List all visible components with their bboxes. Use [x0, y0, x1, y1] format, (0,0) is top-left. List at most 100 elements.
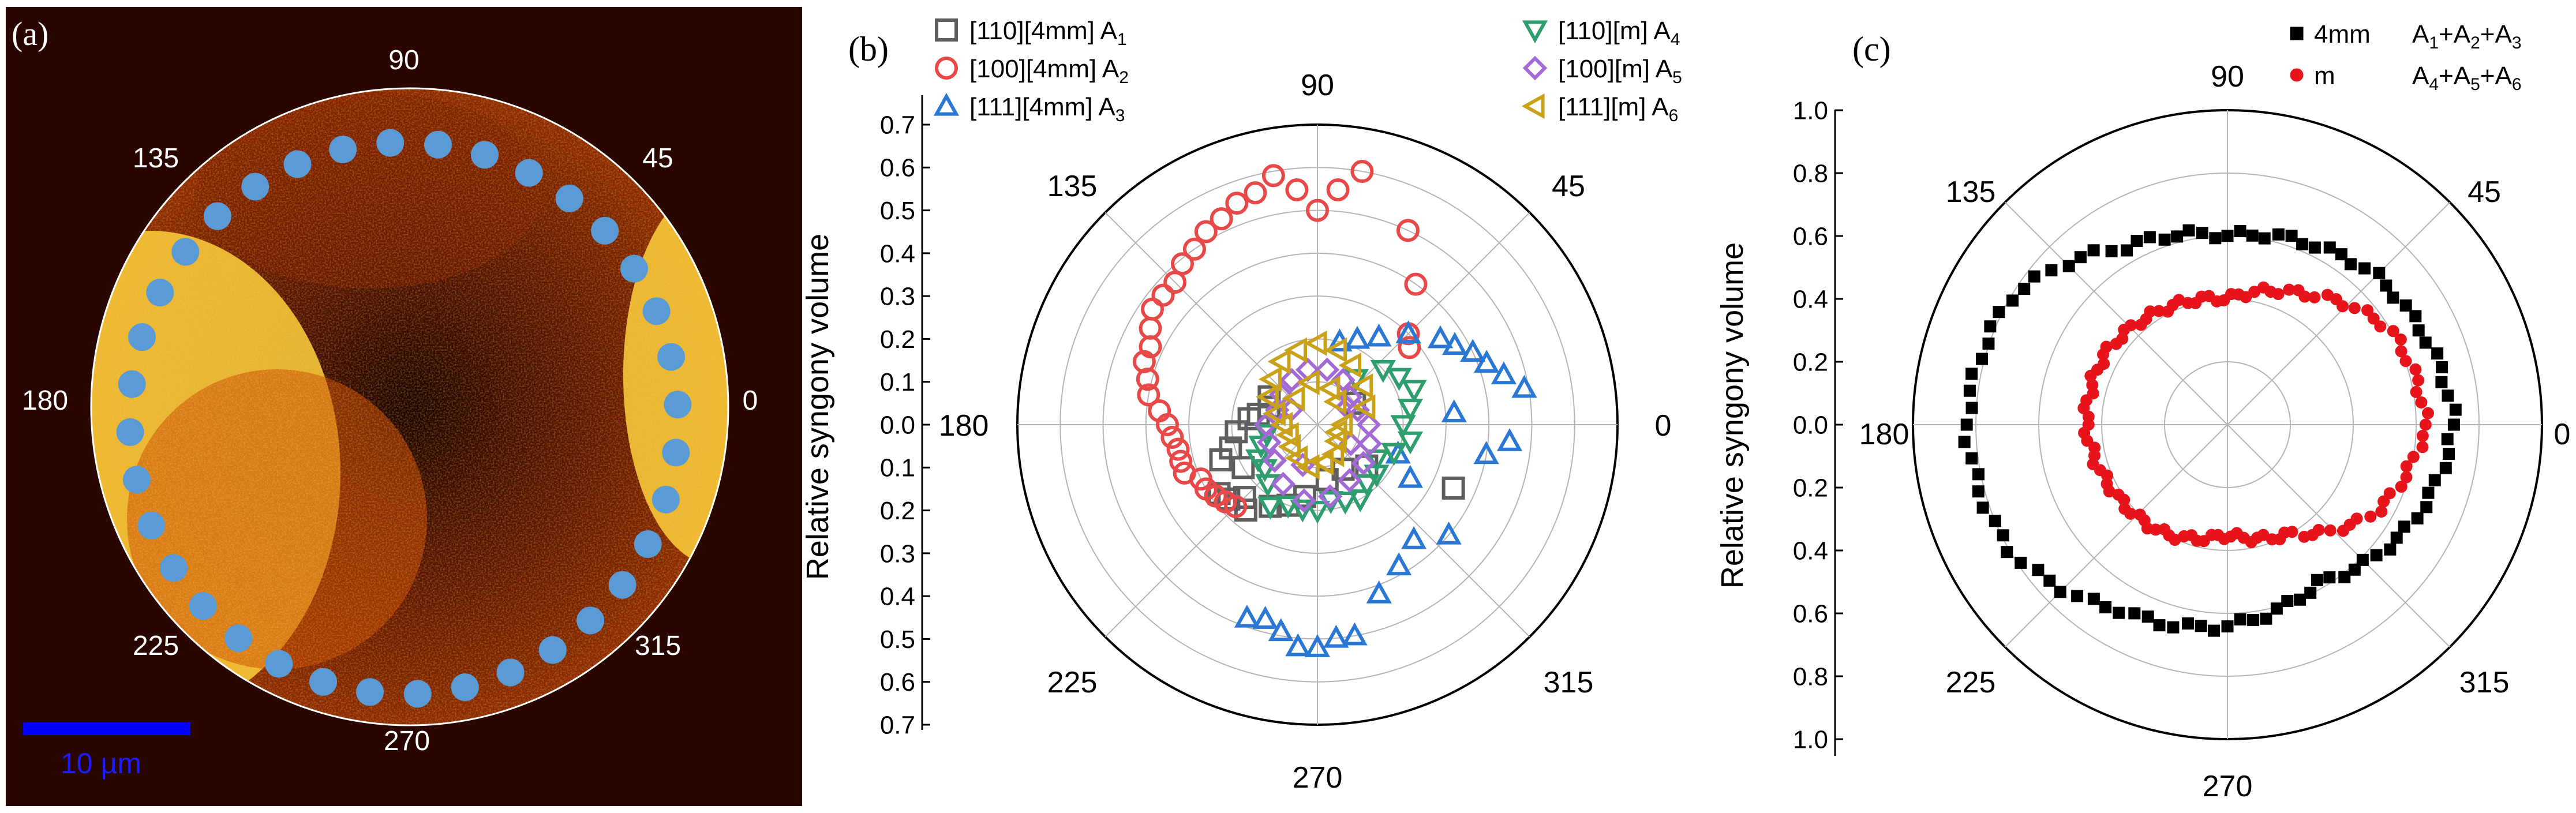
measurement-point	[634, 530, 662, 559]
b-angle-270: 270	[1293, 761, 1343, 795]
b-angle-0: 0	[1655, 409, 1672, 443]
legend-label: 4mm	[2314, 20, 2371, 48]
c-angle-270: 270	[2203, 770, 2253, 803]
b-point-series-3	[1496, 428, 1523, 451]
c-point-series-1	[2195, 620, 2207, 632]
b-point-series-5	[1331, 368, 1356, 393]
c-point-series-1	[2247, 614, 2260, 627]
b-point-series-3	[1395, 320, 1421, 344]
b-point-series-3	[1366, 580, 1392, 604]
grid-spoke	[1317, 424, 1530, 638]
c-point-series-1	[2294, 593, 2307, 606]
legend-formula: A4+A5+A6	[2412, 62, 2522, 94]
b-angle-315: 315	[1544, 666, 1594, 699]
c-point-series-1	[2260, 612, 2272, 625]
b-angle-45: 45	[1552, 170, 1585, 203]
b-point-series-6	[1285, 445, 1308, 471]
b-point-series-6	[1350, 373, 1373, 399]
radial-tick-label: 0.2	[880, 497, 915, 525]
b-point-series-3	[1473, 441, 1499, 464]
b-point-series-1	[1237, 407, 1261, 430]
b-point-series-2	[1139, 316, 1162, 340]
radial-tick-label: 0.4	[880, 583, 915, 611]
c-point-series-1	[1976, 501, 1989, 514]
c-point-series-1	[2384, 543, 2397, 556]
micrograph-disk	[91, 88, 728, 725]
c-point-series-1	[2221, 230, 2234, 242]
b-point-series-2	[1139, 335, 1162, 359]
b-angle-90: 90	[1301, 69, 1334, 102]
c-ylabel: Relative syngony volume	[1715, 242, 1750, 589]
c-point-series-1	[2344, 258, 2357, 271]
radial-tick-label: 0.2	[1793, 474, 1828, 502]
c-point-series-1	[2435, 376, 2448, 388]
b-point-series-5	[1357, 431, 1382, 456]
c-point-series-1	[1989, 515, 2001, 527]
scale-bar	[23, 722, 190, 735]
c-point-series-1	[2131, 235, 2143, 248]
b-point-series-4	[1304, 500, 1331, 524]
measurement-point	[664, 391, 692, 419]
c-point-series-2	[2400, 460, 2413, 473]
c-angle-135: 135	[1946, 175, 1996, 209]
c-point-series-1	[2158, 233, 2171, 246]
a-angle-270: 270	[384, 726, 430, 756]
c-point-series-1	[2370, 549, 2383, 561]
b-point-series-3	[1441, 399, 1467, 422]
b-point-series-6	[1284, 337, 1307, 363]
a-angle-90: 90	[388, 45, 419, 76]
c-point-series-1	[2270, 602, 2283, 615]
legend-marker	[935, 57, 958, 80]
c-point-series-1	[2209, 232, 2222, 245]
radial-tick-label: 0.8	[1793, 662, 1828, 691]
radial-tick-label: 0.4	[880, 239, 915, 268]
b-point-series-6	[1282, 385, 1305, 411]
c-point-series-1	[1960, 418, 1973, 431]
c-point-series-1	[2380, 279, 2392, 292]
b-point-series-4	[1257, 496, 1283, 520]
b-axis-ticks: 0.0 0.1 0.1 0.2 0.2 0.3 0.3 0.4 0.4 0.5 0.5 0.6 0.6 0…	[880, 111, 930, 739]
b-point-series-2	[1160, 426, 1184, 449]
measurement-point	[137, 511, 166, 539]
b-point-series-6	[1352, 394, 1376, 420]
b-point-series-6	[1296, 454, 1320, 480]
measurement-point	[403, 680, 432, 708]
legend-marker	[933, 92, 960, 116]
b-point-series-5	[1351, 451, 1376, 476]
c-point-series-2	[2361, 304, 2374, 317]
measurement-point	[657, 343, 686, 371]
c-point-series-1	[1965, 452, 1978, 464]
measurement-point	[515, 159, 543, 187]
c-point-series-1	[2006, 294, 2019, 307]
b-point-series-2	[1169, 449, 1193, 473]
c-point-series-1	[2099, 601, 2112, 613]
c-point-series-1	[2338, 571, 2351, 583]
c-angle-225: 225	[1946, 666, 1996, 699]
b-point-series-2	[1137, 383, 1160, 407]
c-point-series-1	[1982, 337, 1995, 350]
measurement-point	[203, 202, 231, 230]
b-point-series-3	[1285, 633, 1311, 657]
c-point-series-1	[2281, 595, 2294, 608]
c-point-series-1	[2121, 244, 2133, 257]
a-angle-0: 0	[743, 385, 758, 416]
b-point-series-2	[1261, 164, 1285, 188]
measurement-point	[555, 184, 583, 212]
a-angle-45: 45	[642, 143, 673, 174]
c-point-series-1	[2412, 324, 2425, 337]
b-point-series-5	[1315, 357, 1340, 383]
c-point-series-1	[1972, 468, 1985, 481]
c-point-series-2	[2412, 374, 2425, 387]
c-point-series-1	[2153, 619, 2166, 632]
c-point-series-2	[2395, 345, 2407, 358]
c-point-series-1	[2409, 310, 2422, 323]
radial-tick-label: 0.4	[1793, 285, 1828, 313]
radial-tick-label: 0.2	[1793, 348, 1828, 376]
c-point-series-1	[2054, 586, 2066, 598]
c-point-series-1	[2143, 231, 2156, 243]
c-point-series-1	[2208, 624, 2221, 637]
b-point-series-3	[1436, 521, 1462, 545]
b-point-series-4	[1290, 499, 1316, 523]
radial-tick-label: 0.6	[880, 154, 915, 182]
b-point-series-2	[1210, 207, 1233, 231]
